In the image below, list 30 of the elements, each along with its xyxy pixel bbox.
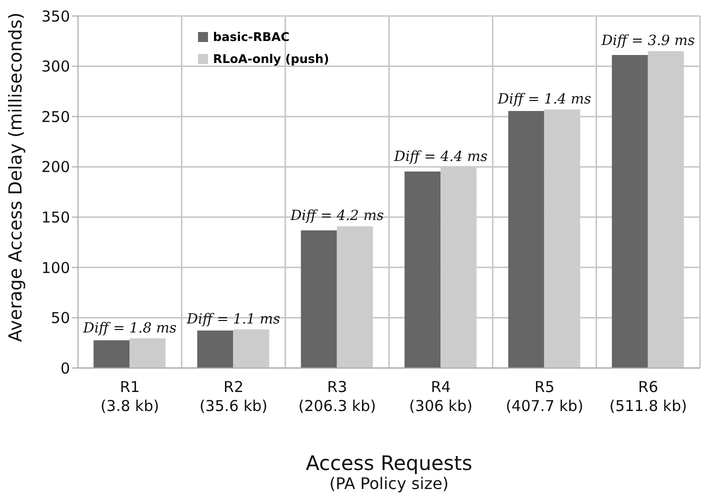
x-axis-title: Access Requests (PA Policy size) [304,451,474,494]
y-tick-label: 250 [41,108,70,126]
x-tick-label: R6 (511.8 kb) [609,378,687,415]
y-tick-label: 100 [41,258,70,277]
bar [404,171,441,368]
annotation: Diff = 1.8 ms [82,320,177,336]
x-tick-label: R1 (3.8 kb) [100,378,160,415]
annotation: Diff = 4.4 ms [393,149,488,166]
annotation: Diff = 1.1 ms [186,311,280,328]
annotation: Diff = 4.2 ms [289,208,384,224]
annotation: Diff = 1.4 ms [496,92,592,108]
bar [94,340,130,368]
bar [300,230,337,368]
y-tick-label: 50 [50,309,70,328]
x-tick-label: R4 (306 kb) [409,378,472,415]
legend-label: RLoA-only (push) [213,51,330,68]
y-tick-label: 200 [41,158,70,176]
bar [612,55,648,368]
annotation: Diff = 3.9 ms [600,33,695,50]
x-tick-label: R3 (206.3 kb) [298,378,376,415]
y-axis-title: Average Access Delay (milliseconds) [5,12,26,342]
legend-label: basic-RBAC [213,29,290,46]
bar [508,110,544,368]
y-tick-label: 350 [41,7,70,26]
y-tick-label: 0 [60,359,70,378]
x-tick-label: R2 (35.6 kb) [199,378,268,415]
x-tick-label: R5 (407.7 kb) [506,378,584,415]
y-tick-label: 300 [41,58,70,76]
y-tick-label: 150 [41,208,70,226]
bar [197,330,234,368]
